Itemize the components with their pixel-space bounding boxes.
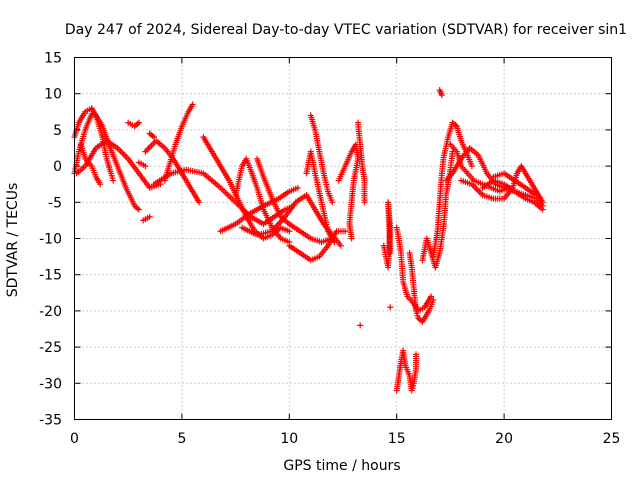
track-9 — [142, 137, 203, 206]
data-point — [348, 235, 355, 242]
y-tick-label: -10 — [39, 232, 62, 248]
track-22 — [357, 322, 364, 329]
data-point — [146, 213, 153, 220]
data-point — [135, 206, 142, 213]
y-tick-label: 10 — [44, 87, 62, 103]
x-tick-label: 10 — [280, 431, 298, 447]
x-tick-label: 5 — [177, 431, 186, 447]
data-point — [135, 119, 142, 126]
y-tick-label: 15 — [44, 51, 62, 67]
data-point — [189, 101, 196, 108]
track-5 — [125, 119, 142, 130]
track-30 — [436, 87, 445, 99]
data-point — [533, 192, 540, 199]
data-point — [196, 199, 203, 206]
track-6 — [140, 213, 153, 224]
x-tick-label: 25 — [603, 431, 621, 447]
track-20 — [335, 141, 362, 242]
y-axis-title: SDTVAR / TECUs — [5, 183, 21, 298]
track-27 — [406, 249, 437, 325]
data-point — [387, 304, 394, 311]
data-point — [337, 242, 344, 249]
data-point — [438, 92, 445, 99]
x-tick-label: 20 — [495, 431, 513, 447]
y-tick-label: 5 — [53, 123, 62, 139]
data-point — [430, 297, 437, 304]
track-18 — [303, 148, 338, 246]
data-points — [71, 87, 546, 394]
plot-frame — [74, 57, 612, 420]
track-19 — [307, 112, 336, 206]
y-tick-label: -20 — [39, 304, 62, 320]
data-point — [142, 163, 149, 170]
track-31 — [447, 141, 512, 195]
y-tick-label: 0 — [53, 159, 62, 175]
track-24 — [387, 304, 394, 311]
track-15 — [239, 192, 344, 249]
data-point — [361, 199, 368, 206]
data-point — [413, 351, 420, 358]
track-7 — [146, 130, 157, 141]
data-point — [342, 228, 349, 235]
y-tick-label: -15 — [39, 268, 62, 284]
chart-title: Day 247 of 2024, Sidereal Day-to-day VTE… — [65, 22, 627, 38]
data-point — [294, 184, 301, 191]
y-tick-label: -25 — [39, 340, 62, 356]
data-point — [357, 322, 364, 329]
data-point — [539, 202, 546, 209]
data-point — [331, 239, 338, 246]
x-tick-label: 0 — [70, 431, 79, 447]
x-tick-label: 15 — [388, 431, 406, 447]
track-17 — [286, 228, 349, 264]
track-16 — [254, 155, 336, 246]
y-tick-label: -30 — [39, 376, 62, 392]
track-11 — [150, 166, 297, 228]
track-4 — [73, 137, 164, 191]
data-point — [286, 228, 293, 235]
x-tick-labels: 0 5 10 15 20 25 — [70, 431, 620, 447]
data-point — [329, 199, 336, 206]
y-tick-label: -35 — [39, 413, 62, 429]
data-point — [150, 134, 157, 141]
data-point — [110, 177, 117, 184]
data-point — [468, 163, 475, 170]
y-tick-labels: 15 10 5 0 -5 -10 -15 -20 -25 -30 -35 — [39, 51, 62, 429]
data-point — [387, 249, 394, 256]
track-21 — [355, 119, 368, 206]
track-34 — [479, 177, 546, 209]
y-tick-label: -5 — [48, 195, 62, 211]
x-axis-title: GPS time / hours — [283, 458, 400, 474]
track-35 — [490, 170, 540, 199]
track-8 — [135, 159, 149, 170]
track-14 — [217, 184, 301, 235]
data-point — [428, 293, 435, 300]
track-26 — [393, 347, 420, 394]
data-point — [97, 181, 104, 188]
track-32 — [443, 145, 546, 213]
track-23 — [380, 199, 394, 271]
